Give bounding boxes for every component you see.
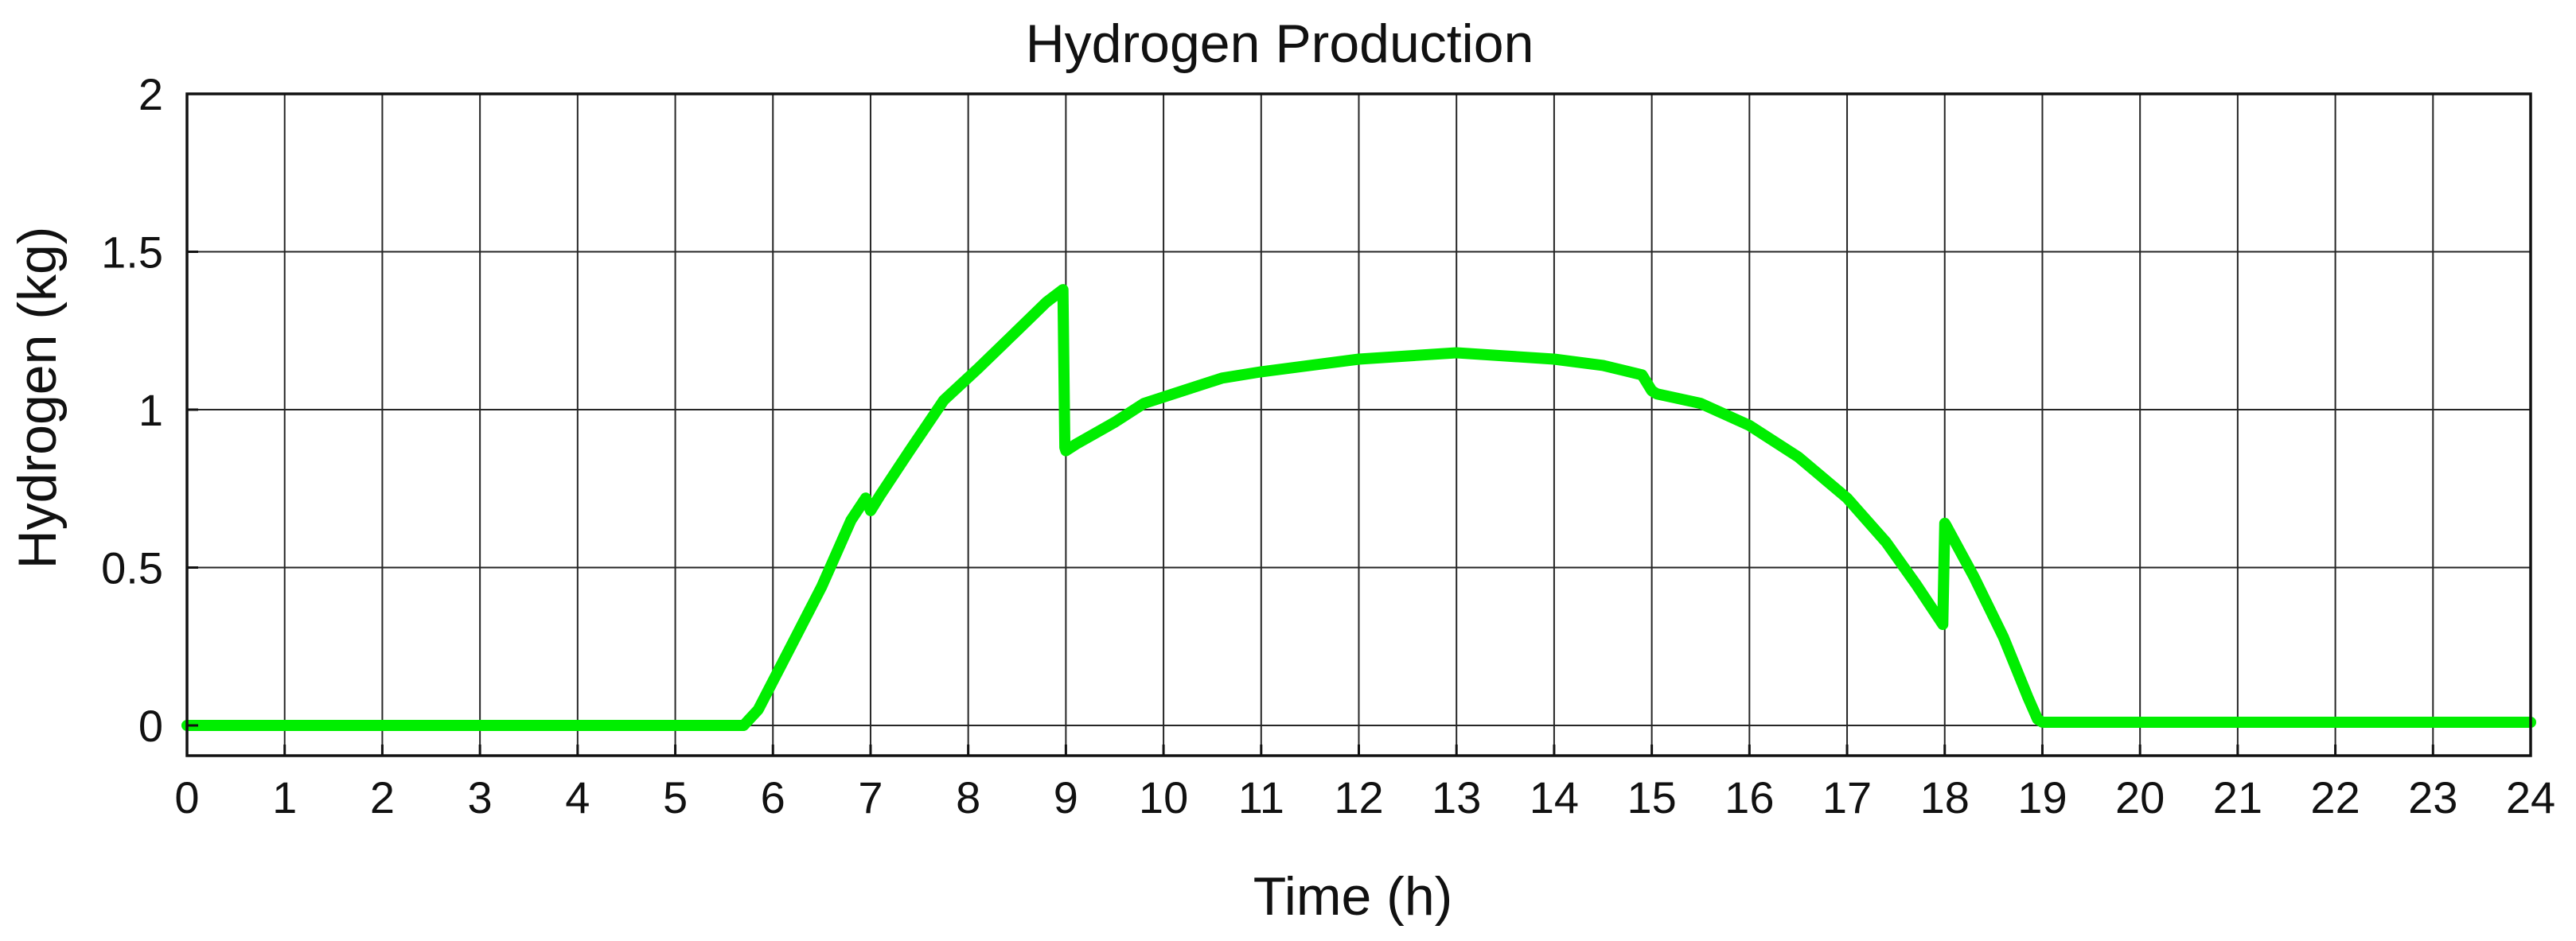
x-tick-label: 3 xyxy=(468,772,493,822)
y-tick-label: 2 xyxy=(138,69,163,119)
x-tick-label: 1 xyxy=(272,772,297,822)
x-tick-label: 24 xyxy=(2506,772,2555,822)
x-tick-label: 21 xyxy=(2213,772,2262,822)
grid xyxy=(186,93,2531,756)
x-tick-label: 4 xyxy=(565,772,590,822)
y-tick-label: 0.5 xyxy=(101,543,163,593)
y-axis-label: Hydrogen (kg) xyxy=(7,227,68,570)
x-tick-label: 13 xyxy=(1432,772,1481,822)
x-tick-label: 11 xyxy=(1238,772,1284,822)
x-tick-label: 0 xyxy=(174,772,199,822)
y-tick-labels: 0 0.5 1 1.5 2 xyxy=(101,69,163,751)
x-tick-label: 6 xyxy=(761,772,785,822)
x-tick-label: 14 xyxy=(1530,772,1579,822)
x-tick-label: 8 xyxy=(956,772,980,822)
y-tick-label: 1 xyxy=(138,385,163,435)
chart-title: Hydrogen Production xyxy=(1026,14,1534,74)
ticks xyxy=(185,92,2532,756)
x-tick-labels: 0 1 2 3 4 5 6 7 8 9 10 11 12 13 14 15 16 17 18 19 20 21 22 23 24 xyxy=(174,772,2555,822)
hydrogen-series-line xyxy=(181,284,2536,731)
x-tick-label: 15 xyxy=(1627,772,1676,822)
x-tick-label: 7 xyxy=(858,772,883,822)
x-tick-label: 9 xyxy=(1054,772,1078,822)
x-tick-label: 2 xyxy=(370,772,395,822)
x-tick-label: 22 xyxy=(2310,772,2360,822)
x-tick-label: 10 xyxy=(1139,772,1188,822)
x-tick-label: 23 xyxy=(2408,772,2457,822)
x-tick-label: 16 xyxy=(1724,772,1774,822)
x-tick-label: 18 xyxy=(1920,772,1970,822)
y-tick-label: 1.5 xyxy=(101,227,163,278)
y-tick-label: 0 xyxy=(138,701,163,751)
x-tick-label: 17 xyxy=(1822,772,1872,822)
series-layer xyxy=(181,284,2536,731)
x-axis-label: Time (h) xyxy=(1253,866,1453,927)
x-tick-label: 20 xyxy=(2115,772,2165,822)
x-tick-label: 12 xyxy=(1334,772,1383,822)
x-tick-label: 5 xyxy=(663,772,688,822)
x-tick-label: 19 xyxy=(2017,772,2067,822)
